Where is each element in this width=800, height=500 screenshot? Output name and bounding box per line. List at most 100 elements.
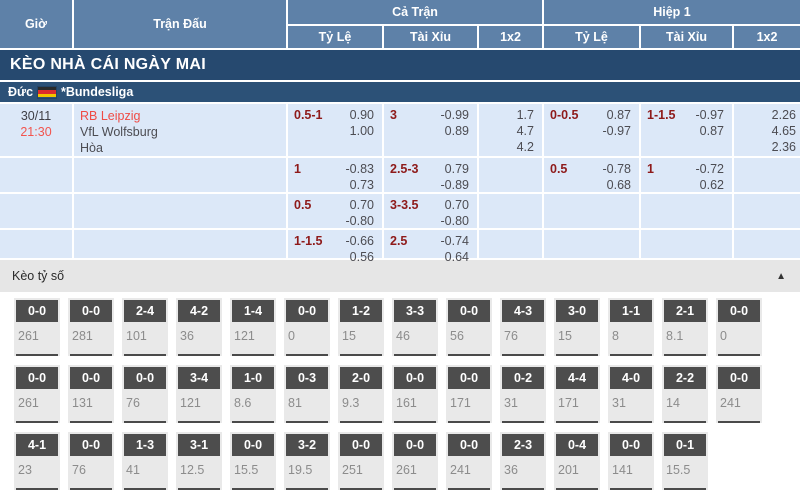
score-odds-value: 0 — [720, 329, 727, 343]
home-team-link[interactable]: RB Leipzig — [80, 109, 141, 123]
header-h1-1x2: 1x2 — [734, 26, 800, 48]
score-tile[interactable]: 0-0 241 — [716, 365, 762, 423]
score-tile[interactable]: 2-4 101 — [122, 298, 168, 356]
tile-underline — [16, 488, 58, 490]
header-first-half-group: Hiệp 1 — [544, 0, 800, 24]
score-tile[interactable]: 3-3 46 — [392, 298, 438, 356]
score-tile[interactable]: 0-2 31 — [500, 365, 546, 423]
tile-underline — [394, 421, 436, 423]
league-row[interactable]: Đức *Bundesliga — [0, 82, 800, 102]
score-tile[interactable]: 0-0 76 — [122, 365, 168, 423]
score-badge: 0-1 — [664, 434, 706, 456]
score-odds-value: 161 — [396, 396, 417, 410]
tile-underline — [340, 488, 382, 490]
score-odds-value: 9.3 — [342, 396, 360, 410]
score-badge: 3-1 — [178, 434, 220, 456]
score-tile[interactable]: 0-0 251 — [338, 432, 384, 490]
away-team-link[interactable]: VfL Wolfsburg — [80, 125, 158, 139]
over-under-odds-values: -0.97 0.87 — [695, 108, 725, 138]
score-tile[interactable]: 3-0 15 — [554, 298, 600, 356]
score-tile[interactable]: 0-0 56 — [446, 298, 492, 356]
score-tile[interactable]: 0-0 141 — [608, 432, 654, 490]
ft-over-under-odds[interactable]: 2.5 -0.74 0.64 — [384, 230, 477, 264]
score-tile[interactable]: 1-4 121 — [230, 298, 276, 356]
score-odds-value: 241 — [450, 463, 471, 477]
score-tile[interactable]: 2-2 14 — [662, 365, 708, 423]
score-odds-value: 81 — [288, 396, 302, 410]
score-tile[interactable]: 0-0 0 — [716, 298, 762, 356]
score-badge: 0-0 — [448, 300, 490, 322]
h1-handicap-odds[interactable]: 0-0.5 0.87 -0.97 — [544, 104, 639, 156]
tile-underline — [16, 354, 58, 356]
score-tile[interactable]: 0-3 81 — [284, 365, 330, 423]
match-odds-table: 30/11 21:30 RB Leipzig VfL Wolfsburg Hòa… — [0, 104, 800, 264]
score-tile[interactable]: 0-1 15.5 — [662, 432, 708, 490]
score-tile[interactable]: 0-0 161 — [392, 365, 438, 423]
score-tile[interactable]: 0-0 281 — [68, 298, 114, 356]
score-tile[interactable]: 2-0 9.3 — [338, 365, 384, 423]
ft-1x2-odds[interactable]: 1.7 4.7 4.2 — [479, 104, 542, 156]
score-badge: 0-0 — [70, 367, 112, 389]
header-h1-over-under: Tài Xỉu — [641, 26, 732, 48]
score-tile[interactable]: 1-3 41 — [122, 432, 168, 490]
ft-over-under-odds[interactable]: 3-3.5 0.70 -0.80 — [384, 194, 477, 228]
score-tile[interactable]: 0-0 131 — [68, 365, 114, 423]
score-tile[interactable]: 3-1 12.5 — [176, 432, 222, 490]
empty-cell — [74, 194, 286, 228]
score-odds-value: 41 — [126, 463, 140, 477]
h1-over-under-odds[interactable]: 1-1.5 -0.97 0.87 — [641, 104, 732, 156]
tile-underline — [124, 488, 166, 490]
empty-cell — [0, 158, 72, 192]
score-tile[interactable]: 3-4 121 — [176, 365, 222, 423]
ft-handicap-odds[interactable]: 1 -0.83 0.73 — [288, 158, 382, 192]
tile-underline — [664, 488, 706, 490]
score-badge: 0-0 — [610, 434, 652, 456]
ft-over-under-odds[interactable]: 3 -0.99 0.89 — [384, 104, 477, 156]
tile-underline — [394, 354, 436, 356]
tile-underline — [70, 421, 112, 423]
handicap-line: 1 — [294, 162, 301, 176]
score-tile[interactable]: 4-2 36 — [176, 298, 222, 356]
empty-cell — [734, 230, 800, 258]
score-tile[interactable]: 1-1 8 — [608, 298, 654, 356]
h1-1x2-odds[interactable]: 2.26 4.65 2.36 — [734, 104, 800, 156]
score-tile[interactable]: 1-2 15 — [338, 298, 384, 356]
score-badge: 3-3 — [394, 300, 436, 322]
score-tile[interactable]: 2-3 36 — [500, 432, 546, 490]
score-tile[interactable]: 3-2 19.5 — [284, 432, 330, 490]
score-badge: 1-3 — [124, 434, 166, 456]
score-badge: 4-4 — [556, 367, 598, 389]
score-tile[interactable]: 0-0 261 — [14, 365, 60, 423]
score-tile[interactable]: 0-0 15.5 — [230, 432, 276, 490]
ft-over-under-odds[interactable]: 2.5-3 0.79 -0.89 — [384, 158, 477, 192]
score-tile[interactable]: 4-1 23 — [14, 432, 60, 490]
score-tile[interactable]: 4-3 76 — [500, 298, 546, 356]
score-badge: 2-3 — [502, 434, 544, 456]
collapse-arrow-icon[interactable]: ▲ — [776, 270, 786, 282]
ft-handicap-odds[interactable]: 0.5-1 0.90 1.00 — [288, 104, 382, 156]
score-tile[interactable]: 4-0 31 — [608, 365, 654, 423]
header-ft-1x2: 1x2 — [479, 26, 542, 48]
score-tile[interactable]: 1-0 8.6 — [230, 365, 276, 423]
handicap-line: 1-1.5 — [294, 234, 323, 248]
score-tile[interactable]: 2-1 8.1 — [662, 298, 708, 356]
ft-handicap-odds[interactable]: 0.5 0.70 -0.80 — [288, 194, 382, 228]
handicap-line: 0.5 — [550, 162, 568, 176]
score-tile[interactable]: 0-0 261 — [14, 298, 60, 356]
score-tile[interactable]: 0-0 76 — [68, 432, 114, 490]
score-tile[interactable]: 0-4 201 — [554, 432, 600, 490]
h1-over-under-odds[interactable]: 1 -0.72 0.62 — [641, 158, 732, 192]
handicap-odds-values: 0.90 1.00 — [349, 108, 374, 138]
score-badge: 0-0 — [70, 300, 112, 322]
score-tile[interactable]: 0-0 0 — [284, 298, 330, 356]
score-tile[interactable]: 0-0 241 — [446, 432, 492, 490]
score-tile[interactable]: 0-0 171 — [446, 365, 492, 423]
score-badge: 0-0 — [394, 434, 436, 456]
h1-handicap-odds[interactable]: 0.5 -0.78 0.68 — [544, 158, 639, 192]
score-tile[interactable]: 0-0 261 — [392, 432, 438, 490]
score-tile[interactable]: 4-4 171 — [554, 365, 600, 423]
score-section-header[interactable]: Kèo tỷ số ▲ — [0, 260, 800, 292]
tile-underline — [556, 488, 598, 490]
score-odds-value: 15 — [342, 329, 356, 343]
ft-handicap-odds[interactable]: 1-1.5 -0.66 0.56 — [288, 230, 382, 264]
